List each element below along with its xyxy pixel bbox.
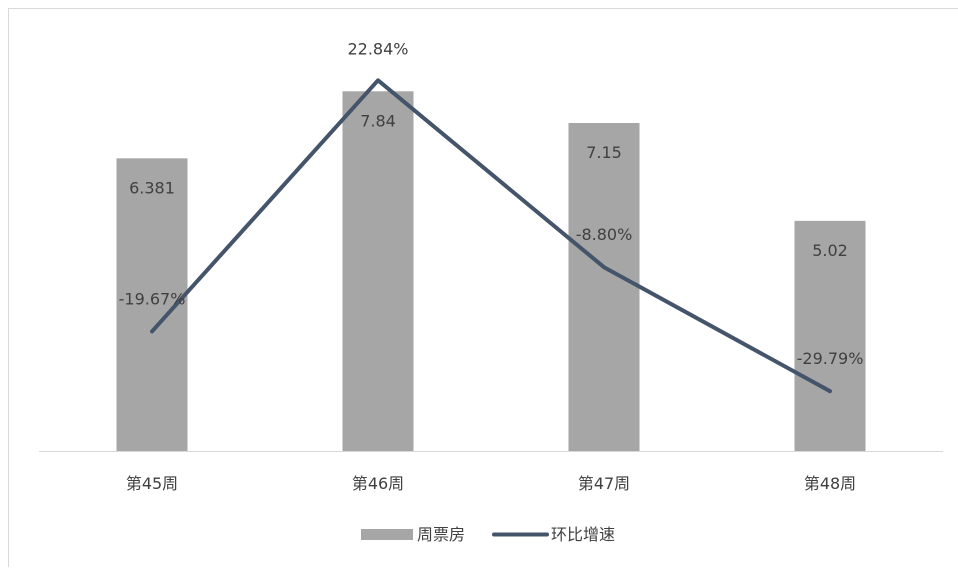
line-layer <box>150 78 832 394</box>
bar-3 <box>568 122 640 452</box>
legend: 周票房 环比增速 <box>361 525 615 544</box>
bar-label-1: 6.381 <box>129 178 175 197</box>
bar-4 <box>794 220 866 452</box>
bar-label-4: 5.02 <box>812 241 848 260</box>
labels-layer: 6.381 7.84 7.15 5.02 -19.67% 22.84% -8.80% -29.… <box>119 39 864 368</box>
legend-line-label: 环比增速 <box>551 525 615 544</box>
line-label-2: 22.84% <box>347 39 408 58</box>
bar-label-2: 7.84 <box>360 111 396 130</box>
x-tick-label-3: 第47周 <box>578 474 630 493</box>
combo-chart: 6.381 7.84 7.15 5.02 -19.67% 22.84% -8.80% -29.… <box>39 39 943 544</box>
x-tick-label-4: 第48周 <box>804 474 856 493</box>
bars-layer <box>116 91 866 452</box>
x-tick-label-1: 第45周 <box>126 474 178 493</box>
line-label-3: -8.80% <box>576 225 633 244</box>
ticks-layer: 第45周 第46周 第47周 第48周 <box>126 474 856 493</box>
growth-line <box>150 78 832 394</box>
bar-label-3: 7.15 <box>586 143 622 162</box>
chart-frame: 6.381 7.84 7.15 5.02 -19.67% 22.84% -8.80% -29.… <box>8 8 958 567</box>
legend-bar-label: 周票房 <box>417 525 465 544</box>
line-label-4: -29.79% <box>797 349 864 368</box>
bar-2 <box>342 91 414 452</box>
legend-bar-swatch <box>361 529 413 540</box>
x-tick-label-2: 第46周 <box>352 474 404 493</box>
line-label-1: -19.67% <box>119 289 186 308</box>
